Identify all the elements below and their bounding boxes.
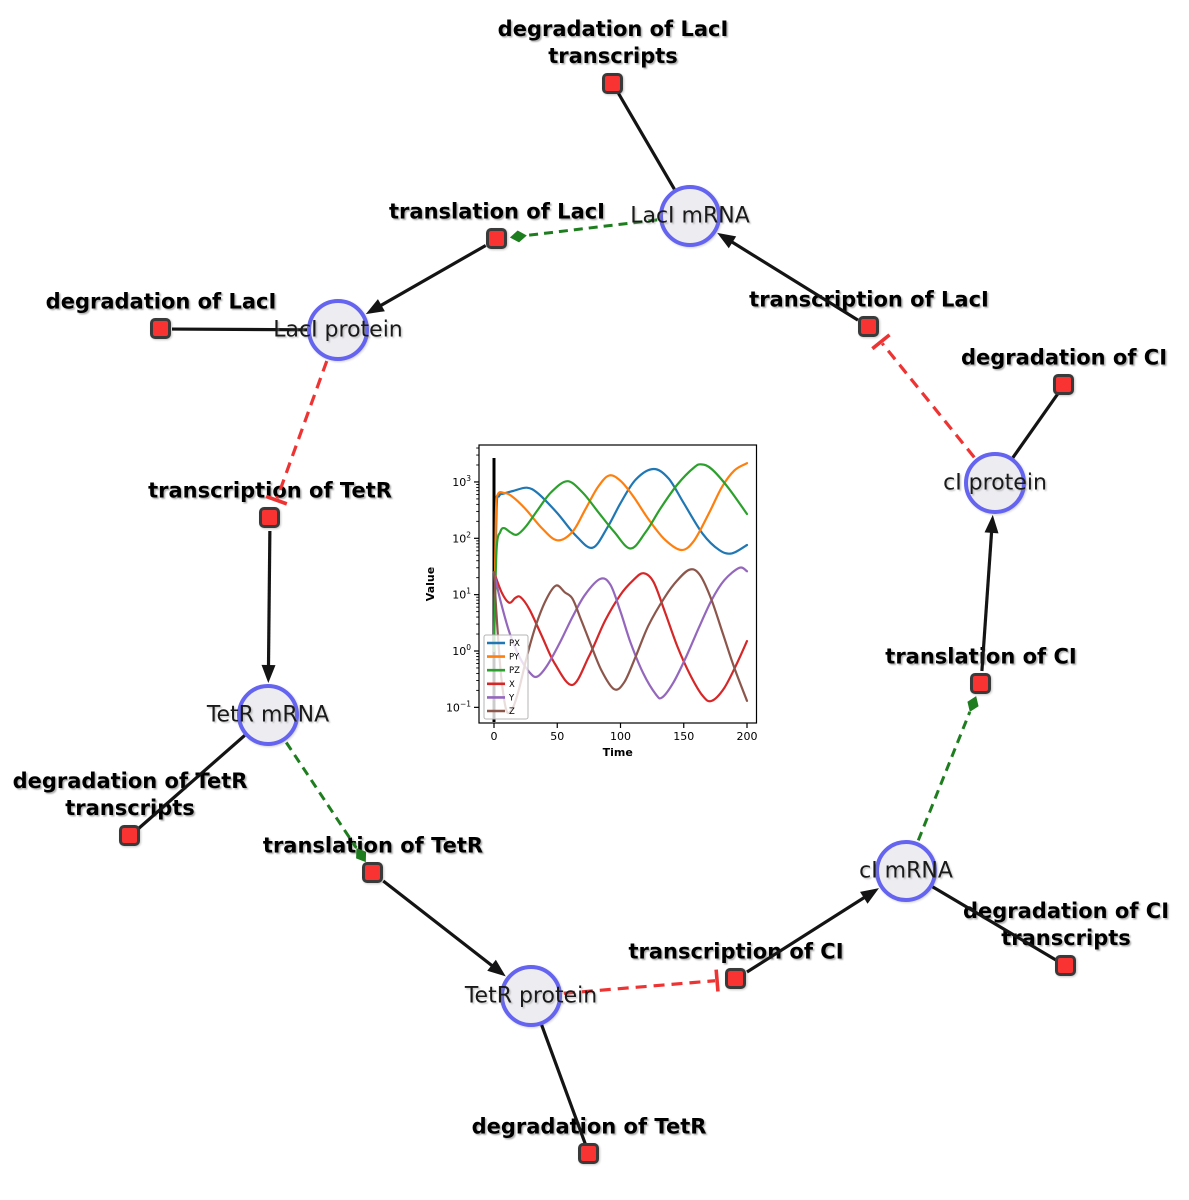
reaction-node-deg_cI — [1053, 374, 1074, 395]
lacI_mRNA-label: LacI mRNA — [630, 203, 750, 229]
edge-tetR_mRNA-translation_tetR — [285, 741, 367, 863]
deg_lacI-label: degradation of LacI — [45, 289, 277, 314]
edge-cI_protein-deg_cI — [1011, 393, 1059, 459]
edge-tetR_protein-deg_tetR — [540, 1024, 587, 1145]
edge-translation_tetR-tetR_protein — [382, 879, 506, 977]
deg_cI_tx-label: degradation of CI transcripts — [962, 899, 1170, 950]
transcription_cI-label: transcription of CI — [628, 939, 844, 964]
reaction-node-translation_lacI — [486, 228, 507, 249]
legend-label-PX: PX — [509, 639, 520, 649]
series-PY — [492, 462, 749, 653]
edge-cI_mRNA-translation_cI — [916, 696, 979, 841]
chart-legend: PX PY PZ XYZ — [483, 634, 529, 720]
species-node-cI_protein — [964, 452, 1026, 514]
cI_mRNA-label: cI mRNA — [859, 858, 953, 884]
reaction-node-transcription_lacI — [858, 316, 879, 337]
reaction-node-translation_tetR — [362, 862, 383, 883]
deg_cI-label: degradation of CI — [960, 345, 1168, 370]
transcription_lacI-label: transcription of LacI — [749, 287, 989, 312]
edge-lacI_protein-deg_lacI — [171, 327, 308, 332]
reaction-node-transcription_tetR — [259, 507, 280, 528]
reaction-node-translation_cI — [970, 673, 991, 694]
species-node-tetR_mRNA — [237, 684, 299, 746]
reaction-node-deg_lacI — [150, 318, 171, 339]
series-X — [492, 571, 749, 703]
edge-cI_protein-transcription_lacI — [871, 333, 976, 459]
chart-ylabel: Value — [424, 567, 437, 601]
deg_tetR-label: degradation of TetR — [471, 1114, 707, 1139]
legend-label-Y: Y — [508, 693, 515, 703]
reaction-node-deg_tetR_tx — [119, 825, 140, 846]
edge-translation_cI-cI_protein — [980, 514, 999, 672]
edge-tetR_mRNA-deg_tetR_tx — [137, 734, 246, 830]
species-node-lacI_mRNA — [659, 185, 721, 247]
edge-transcription_tetR-tetR_mRNA — [261, 530, 276, 684]
series-Y — [492, 566, 749, 700]
edge-translation_lacI-lacI_protein — [365, 244, 487, 315]
edge-transcription_cI-cI_mRNA — [746, 888, 879, 974]
y-tick-label: 103 — [452, 474, 471, 489]
edge-lacI_mRNA-deg_lacI_tx — [617, 92, 676, 191]
reaction-node-deg_lacI_tx — [602, 73, 623, 94]
y-tick-label: 101 — [452, 587, 471, 602]
reaction-node-transcription_cI — [725, 968, 746, 989]
translation_lacI-label: translation of LacI — [389, 199, 605, 224]
tetR_protein-label: TetR protein — [464, 983, 598, 1009]
y-tick-label: 100 — [452, 643, 471, 658]
species-node-tetR_protein — [500, 965, 562, 1027]
legend-label-PZ: PZ — [509, 666, 520, 676]
translation_tetR-label: translation of TetR — [262, 833, 484, 858]
x-tick-label: 150 — [673, 730, 694, 743]
legend-label-PY: PY — [509, 653, 520, 663]
tetR_mRNA-label: TetR mRNA — [206, 702, 330, 728]
edge-lacI_mRNA-translation_lacI — [509, 218, 658, 243]
y-tick-label: 10−1 — [446, 699, 471, 714]
species-node-lacI_protein — [307, 299, 369, 361]
edge-cI_mRNA-deg_cI_tx — [931, 885, 1058, 962]
chart-xlabel: Time — [603, 746, 633, 759]
reaction-node-deg_tetR — [578, 1143, 599, 1164]
edge-transcription_lacI-lacI_mRNA — [717, 232, 859, 322]
legend-label-X: X — [509, 680, 515, 690]
x-tick-label: 200 — [737, 730, 758, 743]
y-tick-label: 102 — [452, 530, 471, 545]
deg_lacI_tx-label: degradation of LacI transcripts — [497, 17, 729, 68]
edge-lacI_protein-transcription_tetR — [265, 360, 329, 506]
reaction-node-deg_cI_tx — [1055, 955, 1076, 976]
x-tick-label: 50 — [550, 730, 564, 743]
x-tick-label: 100 — [610, 730, 631, 743]
series-PZ — [492, 463, 749, 653]
cI_protein-label: cI protein — [943, 470, 1047, 496]
species-node-cI_mRNA — [875, 840, 937, 902]
legend-label-Z: Z — [509, 707, 515, 717]
edge-tetR_protein-transcription_cI — [563, 969, 720, 995]
lacI_protein-label: LacI protein — [273, 317, 403, 343]
x-tick-label: 0 — [491, 730, 498, 743]
